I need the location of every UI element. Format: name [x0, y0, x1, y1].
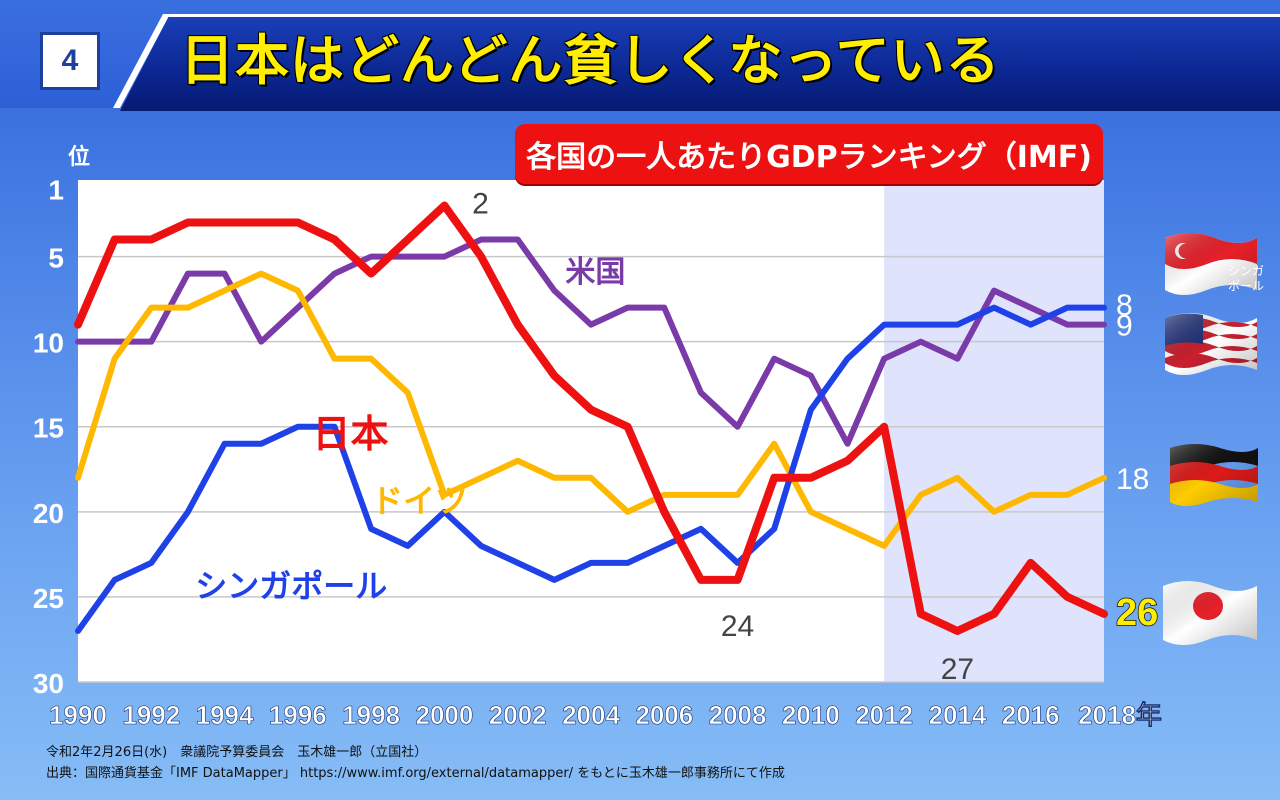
x-tick-label: 2010	[782, 700, 840, 730]
series-end-label: 26	[1116, 592, 1158, 634]
series-label: シンガポール	[195, 567, 387, 605]
y-tick-label: 5	[48, 243, 64, 274]
singapore-flag-label: シンガ ポール	[1214, 264, 1278, 294]
x-tick-label: 2006	[635, 700, 693, 730]
series-end-label: 9	[1116, 310, 1133, 343]
title-banner	[120, 14, 1280, 111]
x-tick-label: 2018年	[1078, 700, 1162, 730]
footer-date-line: 令和2年2月26日(水) 衆議院予算委員会 玉木雄一郎（立国社）	[46, 745, 428, 760]
y-tick-label: 25	[33, 583, 64, 614]
annotation-label: 27	[941, 653, 974, 686]
x-tick-label: 2012	[855, 700, 913, 730]
slide-number: 4	[40, 32, 100, 90]
singapore-flag-label-line2: ポール	[1227, 279, 1264, 293]
japan-flag-icon	[1163, 581, 1257, 645]
x-tick-label: 2002	[489, 700, 547, 730]
y-tick-label: 15	[33, 413, 64, 444]
singapore-flag-label-line1: シンガ	[1227, 264, 1264, 278]
x-tick-label: 2004	[562, 700, 620, 730]
footer-source-line: 出典：国際通貨基金「IMF DataMapper」 https://www.im…	[46, 766, 785, 781]
series-line-日本	[74, 201, 1108, 635]
y-tick-label: 10	[33, 328, 64, 359]
x-tick-label: 2014	[929, 700, 987, 730]
series-end-label: 8	[1116, 289, 1133, 322]
series-line-シンガポール	[75, 304, 1107, 634]
singapore-flag-icon	[1165, 233, 1257, 295]
series-label: 米国	[565, 255, 625, 290]
x-tick-label: 2016	[1002, 700, 1060, 730]
germany-flag-icon	[1170, 444, 1258, 506]
series-line-米国	[75, 236, 1107, 447]
x-tick-label: 2008	[709, 700, 767, 730]
annotation-label: 24	[721, 610, 754, 643]
annotation-label: 2	[472, 188, 489, 221]
page-title: 日本はどんどん貧しくなっている	[180, 29, 1001, 92]
x-tick-label: 2000	[416, 700, 474, 730]
chart-subtitle: 各国の一人あたりGDPランキング（IMF)	[515, 124, 1103, 184]
x-tick-label: 1992	[122, 700, 180, 730]
series-line-ドイツ	[75, 270, 1107, 549]
x-tick-label: 1996	[269, 700, 327, 730]
y-tick-label: 1	[48, 175, 64, 206]
usa-flag-icon	[1165, 313, 1257, 375]
x-tick-label: 1990	[49, 700, 107, 730]
x-tick-label: 1998	[342, 700, 400, 730]
series-end-label: 18	[1116, 463, 1149, 496]
y-axis-label: 位	[68, 144, 90, 170]
y-tick-label: 30	[33, 668, 64, 699]
series-label: 日本	[313, 412, 389, 456]
y-tick-label: 20	[33, 498, 64, 529]
series-label: ドイツ	[371, 482, 467, 520]
x-tick-label: 1994	[196, 700, 254, 730]
